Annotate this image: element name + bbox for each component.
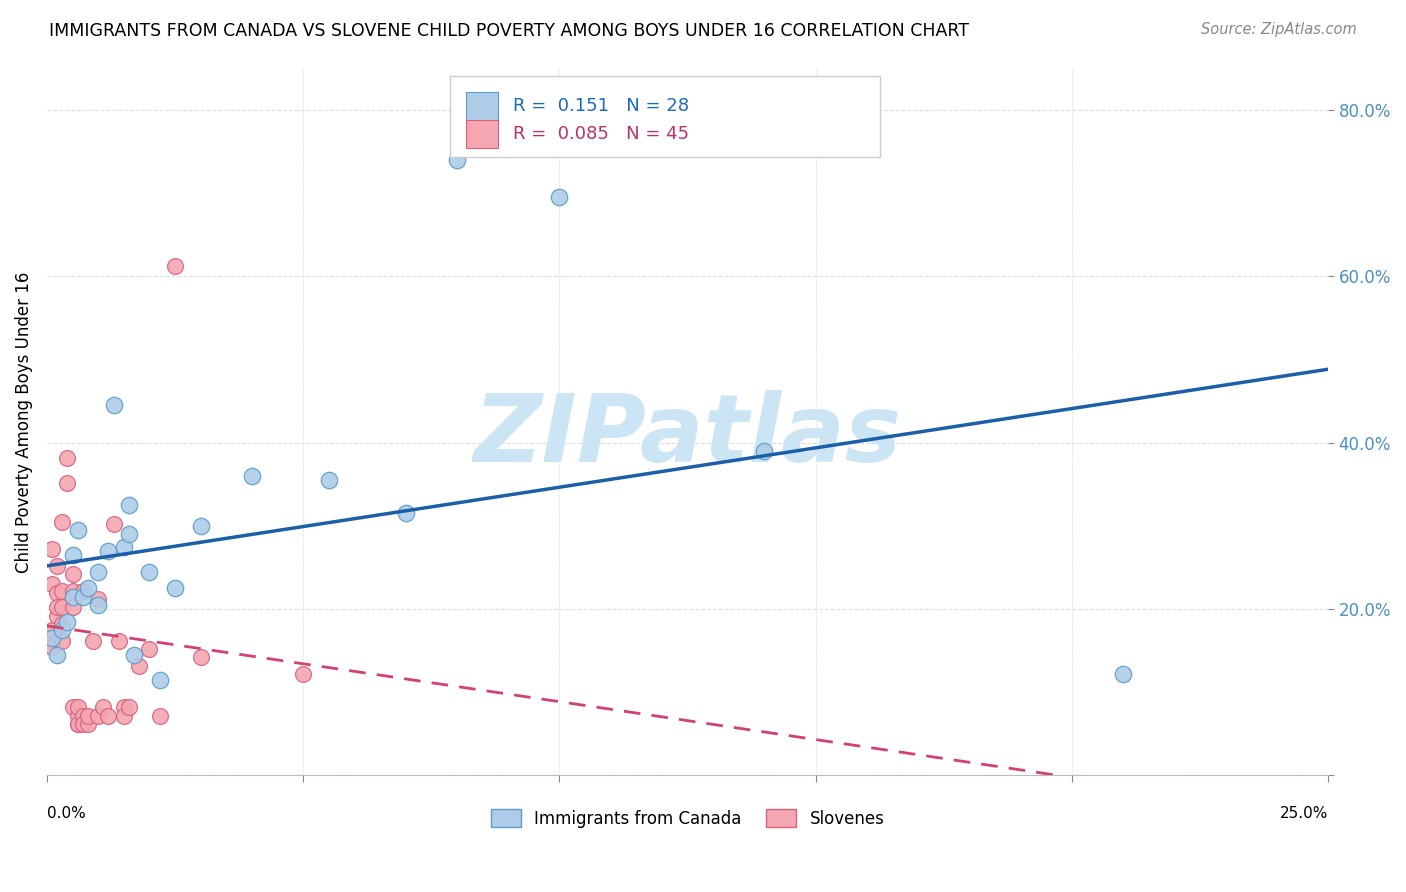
Point [46, 648, 69, 662]
Point [46, 558, 69, 573]
FancyBboxPatch shape [465, 120, 498, 148]
Point [97, 544, 120, 558]
Point [66, 523, 89, 537]
Point [77, 582, 100, 596]
Point [77, 717, 100, 731]
Point [138, 565, 160, 579]
FancyBboxPatch shape [450, 76, 880, 157]
Point [41, 577, 63, 591]
Point [118, 527, 141, 541]
Point [112, 708, 135, 723]
Point [1112, 667, 1135, 681]
Point [51, 617, 73, 632]
Text: Source: ZipAtlas.com: Source: ZipAtlas.com [1201, 22, 1357, 37]
Point [394, 507, 416, 521]
Point [103, 517, 125, 532]
Point [72, 708, 94, 723]
Point [72, 590, 94, 604]
Text: ZIPatlas: ZIPatlas [474, 390, 901, 483]
Point [87, 565, 110, 579]
Text: 25.0%: 25.0% [1279, 805, 1329, 821]
Point [122, 648, 145, 662]
Point [46, 608, 69, 623]
Point [754, 444, 776, 458]
Point [163, 582, 186, 596]
Text: R =  0.085   N = 45: R = 0.085 N = 45 [513, 125, 689, 143]
Point [41, 542, 63, 557]
Text: 0.0%: 0.0% [46, 805, 86, 821]
Point [51, 515, 73, 529]
Point [72, 717, 94, 731]
Point [51, 633, 73, 648]
Point [163, 260, 186, 274]
Point [548, 190, 571, 204]
Point [62, 567, 84, 582]
Point [41, 632, 63, 646]
Point [51, 623, 73, 637]
Point [66, 717, 89, 731]
Point [138, 642, 160, 657]
Point [62, 583, 84, 598]
Point [107, 633, 129, 648]
Point [41, 640, 63, 654]
Text: IMMIGRANTS FROM CANADA VS SLOVENE CHILD POVERTY AMONG BOYS UNDER 16 CORRELATION : IMMIGRANTS FROM CANADA VS SLOVENE CHILD … [49, 22, 969, 40]
Point [97, 708, 120, 723]
Point [82, 633, 104, 648]
Text: R =  0.151   N = 28: R = 0.151 N = 28 [513, 97, 689, 115]
Point [72, 583, 94, 598]
Point [41, 623, 63, 637]
Point [56, 475, 79, 490]
Point [149, 673, 172, 687]
Point [46, 600, 69, 615]
Point [62, 548, 84, 562]
Point [318, 473, 340, 487]
Point [190, 650, 212, 665]
Point [128, 658, 150, 673]
Legend: Immigrants from Canada, Slovenes: Immigrants from Canada, Slovenes [484, 803, 891, 834]
Point [91, 700, 114, 714]
Point [149, 708, 172, 723]
Point [66, 700, 89, 714]
Point [62, 600, 84, 615]
Point [112, 540, 135, 554]
Point [87, 598, 110, 612]
Point [35, 625, 58, 640]
Point [56, 450, 79, 465]
Point [292, 667, 315, 681]
FancyBboxPatch shape [465, 93, 498, 120]
Point [87, 708, 110, 723]
Point [112, 700, 135, 714]
Point [118, 498, 141, 512]
Point [118, 700, 141, 714]
Point [240, 469, 263, 483]
Y-axis label: Child Poverty Among Boys Under 16: Child Poverty Among Boys Under 16 [15, 271, 32, 573]
Point [51, 600, 73, 615]
Point [77, 708, 100, 723]
Point [51, 583, 73, 598]
Point [56, 615, 79, 629]
Point [87, 592, 110, 607]
Point [190, 519, 212, 533]
Point [66, 717, 89, 731]
Point [46, 585, 69, 599]
Point [62, 700, 84, 714]
Point [103, 398, 125, 412]
Point [446, 153, 468, 167]
Point [66, 708, 89, 723]
Point [62, 590, 84, 604]
